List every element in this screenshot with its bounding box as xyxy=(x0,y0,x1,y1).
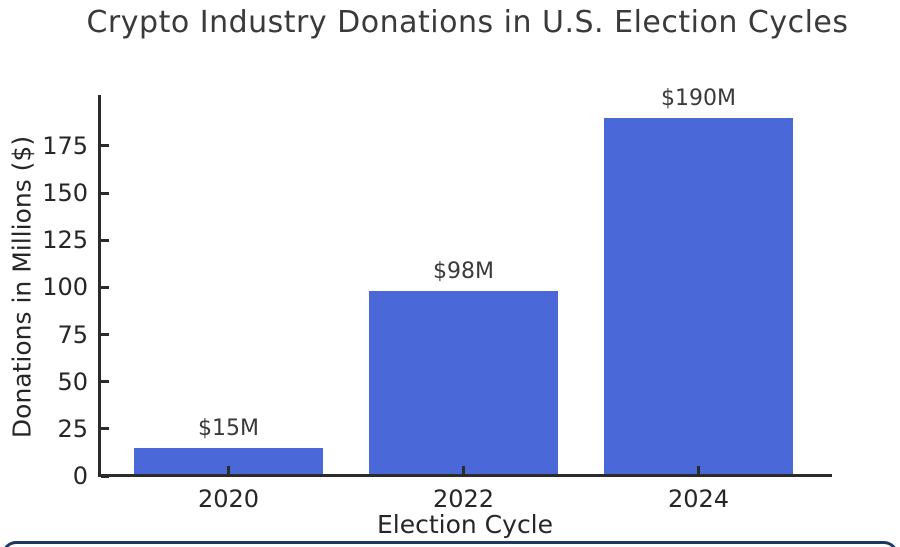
x-tick-mark xyxy=(462,466,465,474)
plot-area xyxy=(98,95,832,477)
y-tick-mark xyxy=(101,238,109,242)
bottom-card-edge xyxy=(2,541,898,547)
y-tick-mark xyxy=(101,144,109,148)
y-tick-mark xyxy=(101,333,109,337)
y-tick-mark xyxy=(101,427,109,431)
x-tick-label: 2020 xyxy=(197,485,260,513)
y-tick-mark xyxy=(101,191,109,195)
y-tick-label: 175 xyxy=(42,131,88,160)
x-tick-mark xyxy=(697,466,700,474)
y-tick-label: 150 xyxy=(42,179,88,208)
x-axis-title: Election Cycle xyxy=(376,510,554,539)
y-tick-label: 125 xyxy=(42,226,88,255)
x-tick-label: 2022 xyxy=(432,485,495,513)
bar-2024 xyxy=(604,117,793,474)
bar-value-label: $98M xyxy=(433,259,494,285)
y-tick-label: 0 xyxy=(72,462,88,490)
y-tick-mark xyxy=(101,380,109,384)
y-tick-label: 50 xyxy=(57,367,88,396)
bar-2022 xyxy=(369,291,558,474)
bar-value-label: $15M xyxy=(198,415,259,441)
x-tick-mark xyxy=(227,466,230,474)
x-tick-label: 2024 xyxy=(667,485,730,513)
y-tick-mark xyxy=(101,285,109,289)
chart-title: Crypto Industry Donations in U.S. Electi… xyxy=(86,5,849,40)
y-tick-label: 100 xyxy=(42,273,88,302)
y-tick-label: 25 xyxy=(57,414,88,443)
y-tick-label: 75 xyxy=(57,320,88,349)
bar-value-label: $190M xyxy=(661,85,736,111)
y-tick-mark xyxy=(101,474,109,478)
